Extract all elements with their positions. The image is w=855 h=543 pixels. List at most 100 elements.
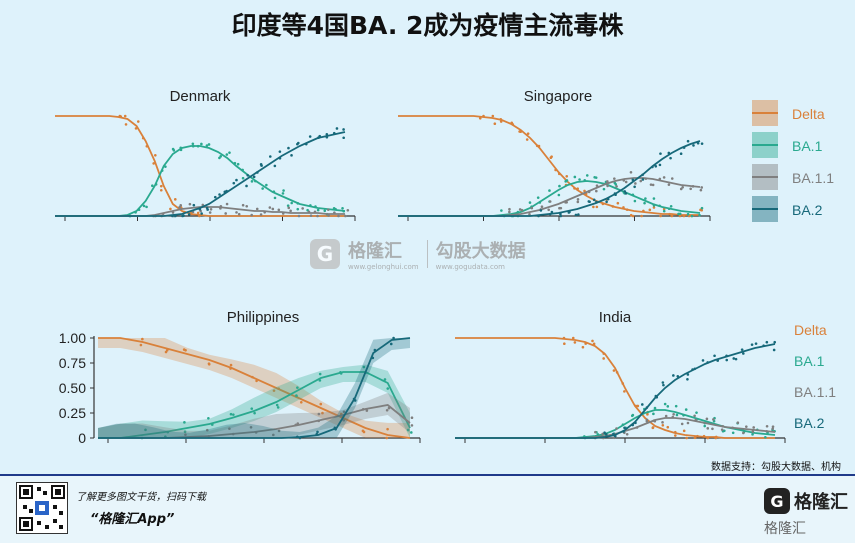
data-point [623, 190, 627, 193]
data-point [596, 433, 600, 436]
data-point [576, 187, 579, 191]
data-point [196, 144, 200, 148]
data-point [621, 382, 625, 385]
legend-item-top-BA.2: BA.2 [752, 196, 823, 222]
data-point [317, 419, 321, 423]
data-point [276, 406, 280, 409]
data-point [567, 211, 571, 214]
data-point [145, 205, 148, 209]
watermark-divider [426, 240, 428, 268]
data-point [233, 161, 237, 165]
data-point [207, 363, 211, 366]
data-point [669, 204, 673, 208]
data-point [259, 163, 263, 166]
data-point [631, 178, 635, 182]
data-point [232, 413, 235, 416]
data-point [593, 175, 596, 179]
data-point [645, 406, 649, 409]
data-point [661, 421, 664, 424]
data-point [250, 180, 254, 183]
data-point [321, 411, 324, 415]
data-point [169, 207, 172, 211]
data-point [639, 179, 643, 183]
data-point [346, 208, 350, 212]
data-point [410, 431, 413, 434]
data-point [651, 165, 654, 169]
panel-denmark: Denmark [55, 88, 356, 221]
data-point [183, 430, 187, 434]
data-point [317, 412, 321, 416]
data-point [613, 192, 617, 195]
data-point [674, 434, 677, 437]
data-point [316, 430, 319, 434]
data-point [658, 177, 662, 181]
data-point [231, 432, 235, 436]
data-point [184, 433, 187, 436]
data-point [670, 177, 674, 180]
data-point [332, 207, 336, 210]
data-point [576, 200, 580, 204]
data-point [254, 179, 257, 183]
data-point [326, 208, 330, 211]
data-point [383, 378, 387, 381]
data-point [152, 162, 155, 165]
data-point [605, 200, 608, 204]
data-point [595, 184, 599, 187]
data-point [508, 210, 511, 214]
data-point [634, 182, 637, 185]
data-point [699, 188, 703, 192]
data-point [633, 199, 637, 203]
data-point [325, 135, 329, 139]
y-tick-label: 0.25 [59, 405, 86, 421]
data-point [587, 200, 591, 203]
data-point [159, 188, 163, 192]
data-point [658, 204, 661, 208]
data-point [297, 214, 301, 218]
data-point [296, 435, 299, 439]
data-point [732, 357, 736, 360]
data-point [316, 214, 319, 218]
data-point [585, 174, 589, 177]
data-point [712, 418, 715, 421]
data-point [268, 206, 272, 209]
data-point [316, 208, 320, 212]
data-point [205, 144, 209, 147]
data-point [154, 154, 157, 157]
data-point [658, 163, 662, 167]
data-point [674, 404, 678, 408]
data-point [539, 209, 543, 212]
data-point [696, 434, 699, 438]
data-point [636, 404, 640, 408]
data-point [573, 175, 577, 179]
data-point [644, 177, 648, 180]
page-title: 印度等4国BA. 2成为疫情主流毒株 [231, 11, 624, 40]
data-point [682, 146, 686, 149]
data-point [385, 408, 389, 412]
legend-item-bottom-Delta: Delta [794, 322, 827, 338]
data-point [273, 196, 277, 200]
data-point [160, 169, 164, 172]
data-point [606, 184, 609, 188]
data-point [510, 121, 514, 125]
data-point [612, 432, 615, 436]
data-point [392, 336, 395, 340]
data-point [245, 204, 249, 208]
data-point [676, 374, 680, 378]
panel-title: Singapore [524, 88, 592, 105]
data-point [691, 368, 694, 371]
data-point [241, 203, 245, 207]
data-point [601, 202, 605, 206]
qr-code-icon[interactable] [16, 482, 68, 534]
data-point [385, 436, 389, 440]
data-point [482, 114, 485, 118]
data-point [271, 207, 275, 211]
data-point [700, 142, 704, 145]
data-point [165, 349, 169, 352]
data-point [574, 213, 578, 217]
y-tick-label: 1.00 [59, 330, 86, 346]
data-point [765, 424, 769, 428]
data-point [679, 152, 683, 156]
data-point [164, 165, 167, 168]
data-point [141, 136, 145, 140]
data-point [207, 434, 210, 438]
